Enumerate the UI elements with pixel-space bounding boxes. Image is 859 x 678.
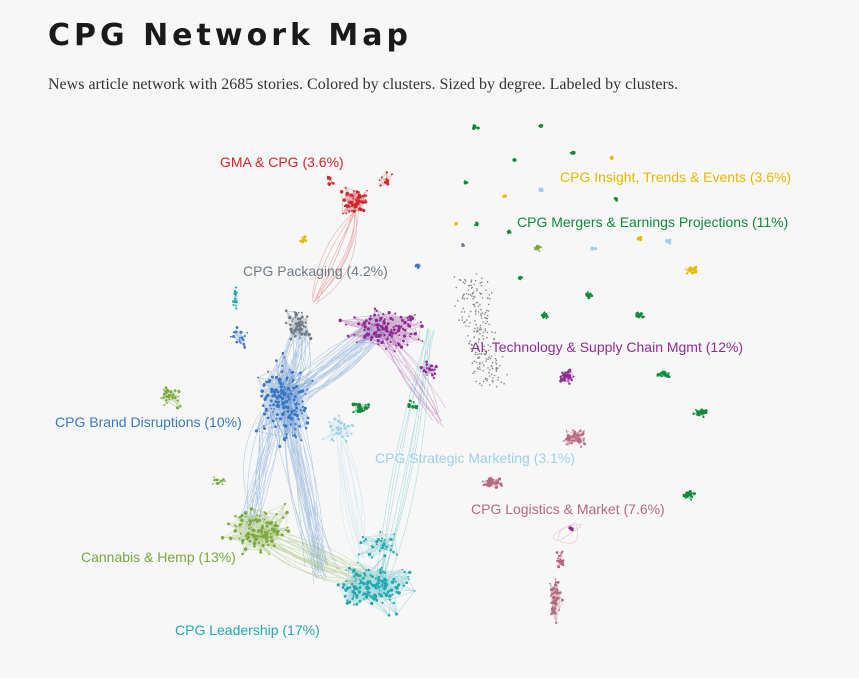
nodes-mergers: [538, 123, 544, 128]
cluster-label-brand[interactable]: CPG Brand Disruptions (10%): [55, 414, 242, 430]
nodes-packaging: [461, 243, 465, 247]
nodes-insight: [684, 265, 698, 275]
nodes-logistics: [555, 550, 565, 569]
nodes-logistics: [549, 578, 564, 624]
nodes-insight: [454, 221, 458, 226]
nodes-ai: [559, 368, 575, 385]
cluster-label-mergers[interactable]: CPG Mergers & Earnings Projections (11%): [517, 214, 788, 230]
nodes-leadership: [357, 531, 399, 559]
nodes-mergers: [540, 311, 549, 320]
nodes-gma: [378, 171, 393, 187]
nodes-insight: [502, 194, 507, 198]
nodes-strategic: [321, 414, 355, 443]
nodes-brand: [229, 326, 249, 349]
network-nodes: [160, 123, 708, 624]
nodes-packaging: [284, 309, 313, 341]
nodes-mergers: [512, 157, 517, 162]
nodes-mergers: [635, 311, 645, 319]
links-brand: [276, 318, 312, 407]
nodes-ai: [338, 307, 424, 353]
nodes-mergers: [517, 275, 524, 281]
nodes-mergers: [473, 221, 479, 227]
nodes-mergers: [656, 370, 671, 379]
nodes-logistics: [481, 476, 503, 489]
nodes-cannabis: [160, 386, 182, 410]
network-edges: [160, 125, 707, 623]
nodes-gma: [326, 175, 335, 186]
nodes-brand: [254, 351, 314, 448]
nodes-insight: [636, 236, 643, 242]
cluster-label-strategic[interactable]: CPG Strategic Marketing (3.1%): [375, 450, 575, 466]
nodes-strategic: [538, 187, 544, 193]
cluster-labels: GMA & CPG (3.6%) CPG Insight, Trends & E…: [55, 154, 791, 638]
nodes-mergers: [407, 399, 419, 410]
links-gma: [311, 206, 359, 305]
nodes-insight: [299, 235, 308, 244]
links-logistics: [553, 522, 582, 544]
links-brand: [273, 312, 394, 413]
links-leadership: [375, 327, 435, 595]
nodes-unclustered: [453, 273, 508, 388]
nodes-mergers: [569, 150, 576, 155]
links-brand: [239, 409, 288, 532]
nodes-insight: [609, 155, 615, 160]
cluster-label-ai[interactable]: AI, Technology & Supply Chain Mgmt (12%): [471, 339, 743, 355]
nodes-strategic: [590, 246, 598, 251]
nodes-mergers: [613, 196, 618, 202]
cluster-label-cannabis[interactable]: Cannabis & Hemp (13%): [81, 549, 236, 565]
cluster-label-logistics[interactable]: CPG Logistics & Market (7.6%): [471, 501, 665, 517]
cluster-label-insight[interactable]: CPG Insight, Trends & Events (3.6%): [560, 169, 791, 185]
nodes-cannabis: [211, 476, 226, 486]
links-cannabis: [243, 515, 372, 587]
cluster-label-leadership[interactable]: CPG Leadership (17%): [175, 622, 320, 638]
cluster-label-packaging[interactable]: CPG Packaging (4.2%): [243, 263, 388, 279]
page-subtitle: News article network with 2685 stories. …: [48, 76, 679, 93]
nodes-cannabis: [220, 502, 291, 556]
nodes-brand: [414, 263, 421, 269]
nodes-leadership: [231, 286, 238, 310]
nodes-ai: [568, 526, 574, 532]
nodes-mergers: [463, 180, 469, 185]
nodes-mergers: [351, 402, 370, 414]
links-ai: [368, 326, 446, 428]
nodes-logistics: [562, 429, 587, 448]
nodes-gma: [340, 186, 369, 215]
links-brand: [269, 386, 339, 585]
nodes-mergers: [506, 229, 512, 234]
cluster-label-gma[interactable]: GMA & CPG (3.6%): [220, 154, 344, 170]
nodes-mergers: [682, 490, 696, 501]
nodes-strategic: [665, 238, 672, 245]
links-strategic: [335, 433, 369, 566]
nodes-leadership: [336, 554, 416, 617]
page-title: CPG Network Map: [48, 18, 412, 53]
nodes-mergers: [472, 124, 480, 131]
nodes-mergers: [585, 291, 594, 300]
nodes-mergers: [692, 408, 708, 419]
nodes-ai: [419, 360, 438, 380]
nodes-cannabis: [533, 244, 543, 253]
